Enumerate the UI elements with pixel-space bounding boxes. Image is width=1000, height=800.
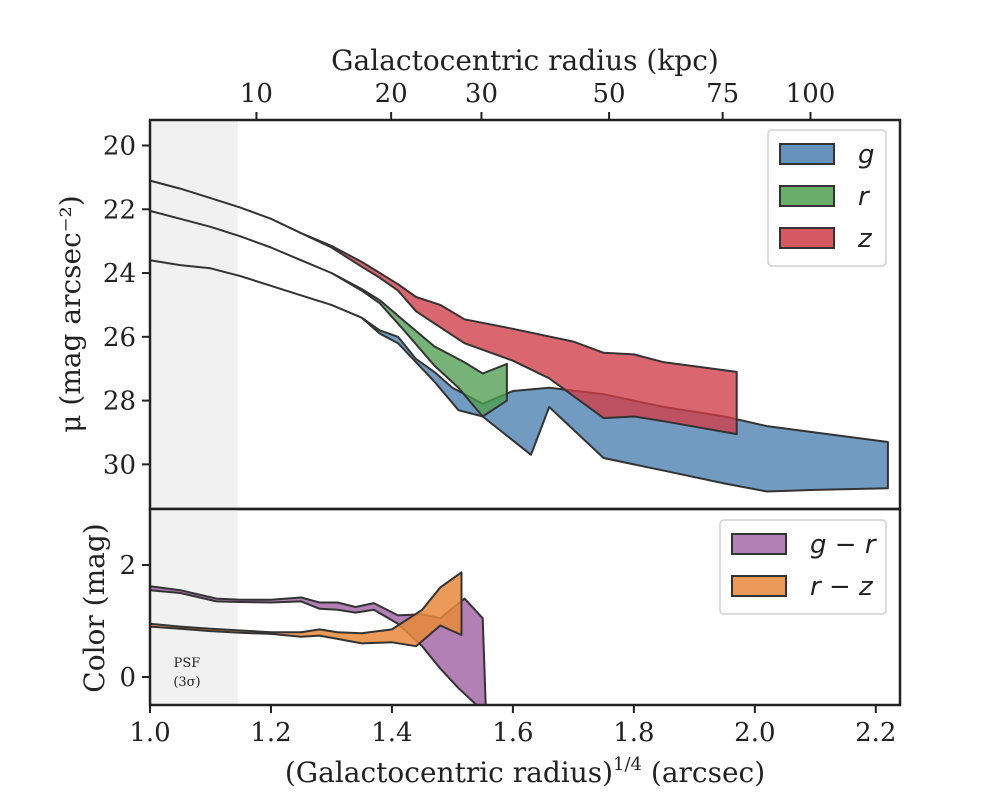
bottom-y-tick-label: 2 bbox=[119, 551, 136, 581]
mu-axis-label: μ (mag arcsec⁻²) bbox=[54, 195, 87, 432]
kpc-tick-label: 20 bbox=[375, 79, 408, 109]
bottom-x-tick-label: 1.4 bbox=[371, 718, 412, 748]
bottom-x-tick-label: 2.0 bbox=[734, 718, 775, 748]
x-axis-label-main: (Galactocentric radius) bbox=[285, 756, 613, 789]
color-legend: g − r r − z bbox=[719, 519, 887, 615]
top-y-tick-label: 30 bbox=[103, 450, 136, 480]
kpc-tick-label: 30 bbox=[465, 79, 498, 109]
psf-annotation-line2: (3σ) bbox=[173, 675, 200, 690]
bottom-legend-swatch bbox=[731, 575, 787, 597]
band-g bbox=[149, 259, 889, 493]
bottom-y-tick-label: 0 bbox=[119, 663, 136, 693]
top-y-tick-label: 28 bbox=[103, 387, 136, 417]
top-legend-label: z bbox=[857, 224, 873, 254]
color-axis-label: Color (mag) bbox=[78, 523, 111, 692]
band-g-r bbox=[150, 585, 487, 705]
band-r bbox=[149, 209, 508, 418]
x-axis-label: (Galactocentric radius)1/4 (arcsec) bbox=[285, 754, 765, 789]
surface-brightness-legend: grz bbox=[767, 129, 887, 267]
surface-brightness-series bbox=[149, 179, 889, 493]
bottom-legend-swatch bbox=[731, 533, 787, 555]
x-axis-label-units: (arcsec) bbox=[642, 756, 765, 789]
kpc-tick-label: 75 bbox=[706, 79, 739, 109]
bottom-legend-label: g − r bbox=[810, 530, 878, 560]
bottom-legend-label: r − z bbox=[810, 572, 874, 602]
top-y-tick-label: 22 bbox=[103, 195, 136, 225]
kpc-axis-label: Galactocentric radius (kpc) bbox=[331, 44, 719, 77]
top-y-tick-label: 20 bbox=[103, 132, 136, 162]
psf-shaded-region-bottom bbox=[150, 509, 238, 705]
top-legend-label: r bbox=[858, 182, 871, 212]
kpc-tick-label: 50 bbox=[593, 79, 626, 109]
kpc-axis-ticks: 10 20 30 50 75 100 bbox=[240, 79, 835, 120]
color-panel: 02 1.0 1.2 1.4 1.6 1.8 2.0 2.2 Color (mag) (Ga… bbox=[78, 507, 902, 789]
top-y-tick-label: 26 bbox=[103, 323, 136, 353]
top-legend-label: g bbox=[858, 140, 875, 170]
band-r-z bbox=[150, 571, 463, 648]
bottom-x-tick-label: 1.8 bbox=[613, 718, 654, 748]
bottom-y-ticks: 02 bbox=[119, 551, 150, 693]
bottom-x-ticks: 1.0 1.2 1.4 1.6 1.8 2.0 2.2 bbox=[129, 705, 896, 748]
surface-brightness-panel: 20 22 24 26 28 30 10 20 30 50 75 100 Galactocentri… bbox=[54, 44, 902, 511]
top-y-tick-label: 24 bbox=[103, 259, 136, 289]
kpc-tick-label: 10 bbox=[240, 79, 273, 109]
band-z bbox=[149, 179, 738, 436]
bottom-x-tick-label: 2.2 bbox=[855, 718, 896, 748]
bottom-x-tick-label: 1.0 bbox=[129, 718, 170, 748]
top-y-ticks: 20 22 24 26 28 30 bbox=[103, 132, 150, 480]
psf-shaded-region-top bbox=[150, 120, 238, 509]
top-legend-swatch bbox=[779, 185, 835, 207]
top-legend-swatch bbox=[779, 227, 835, 249]
psf-annotation-line1: PSF bbox=[174, 656, 201, 671]
color-series bbox=[150, 571, 487, 705]
x-axis-label-exponent: 1/4 bbox=[613, 754, 642, 775]
top-legend-swatch bbox=[779, 143, 835, 165]
kpc-tick-label: 100 bbox=[786, 79, 836, 109]
bottom-x-tick-label: 1.6 bbox=[492, 718, 533, 748]
bottom-x-tick-label: 1.2 bbox=[250, 718, 291, 748]
bottom-panel-frame bbox=[148, 507, 902, 707]
